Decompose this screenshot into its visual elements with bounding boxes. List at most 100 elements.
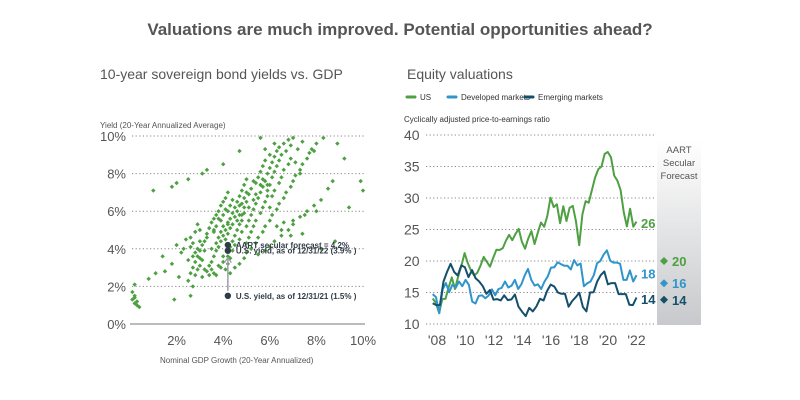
line-chart-title: Equity valuations (407, 66, 513, 82)
scatter-point (186, 278, 191, 283)
scatter-point (230, 210, 235, 216)
scatter-point (232, 233, 238, 238)
scatter-point (276, 145, 282, 150)
scatter-point (272, 141, 277, 146)
scatter-point (304, 209, 310, 214)
scatter-point (169, 184, 175, 189)
scatter-point (274, 163, 279, 169)
scatter-point (314, 209, 319, 214)
scatter-point (332, 239, 338, 244)
line-y-tick: 35 (404, 159, 420, 175)
scatter-point (241, 210, 247, 216)
line-x-tick: '16 (542, 332, 560, 348)
line-x-tick: '20 (599, 332, 617, 348)
scatter-point (204, 231, 210, 236)
scatter-point (200, 257, 205, 263)
scatter-point (239, 218, 245, 223)
scatter-point (174, 180, 179, 186)
scatter-point (241, 195, 247, 201)
scatter-point (267, 165, 272, 171)
scatter-point (132, 295, 137, 300)
scatter-point (202, 239, 207, 244)
scatter-point (262, 248, 268, 253)
scatter-point (221, 224, 226, 229)
scatter-point (255, 252, 261, 257)
scatter-point (265, 193, 270, 199)
scatter-point (181, 246, 186, 251)
scatter-point (281, 141, 286, 146)
page-title: Valuations are much improved. Potential … (147, 20, 653, 39)
scatter-point (258, 210, 263, 216)
scatter-point (251, 178, 256, 184)
scatter-point (216, 263, 221, 268)
scatter-x-tick: 10% (350, 333, 376, 348)
scatter-point (179, 250, 184, 255)
scatter-point (258, 190, 263, 195)
scatter-point (318, 246, 324, 251)
scatter-point (290, 135, 296, 141)
scatter-point (162, 269, 168, 274)
scatter-point (223, 267, 228, 272)
scatter-point (232, 214, 238, 220)
scatter-point (290, 218, 296, 223)
scatter-point (193, 272, 198, 278)
scatter-point (209, 259, 214, 265)
line-x-tick: '14 (513, 332, 531, 348)
scatter-point (174, 242, 179, 248)
scatter-point (204, 235, 210, 240)
scatter-point (234, 227, 240, 233)
scatter-point (342, 156, 347, 161)
scatter-point (239, 188, 245, 193)
scatter-point (239, 201, 245, 206)
scatter-point (318, 197, 324, 203)
scatter-point (202, 267, 207, 272)
annotation-marker (224, 241, 232, 249)
scatter-point (188, 235, 193, 240)
scatter-point (195, 246, 200, 251)
scatter-point (286, 162, 291, 167)
forecast-marker-developed (660, 279, 668, 288)
scatter-y-tick: 8% (107, 167, 126, 182)
scatter-point (267, 218, 272, 223)
scatter-point (281, 167, 286, 173)
scatter-point (227, 216, 233, 221)
scatter-point (244, 199, 249, 204)
scatter-point (241, 256, 247, 261)
scatter-point (307, 150, 312, 156)
legend-label-developed: Developed markets (461, 93, 530, 102)
scatter-x-axis-label: Nominal GDP Growth (20-Year Annualized) (160, 356, 314, 365)
scatter-point (260, 177, 266, 182)
scatter-point (290, 178, 296, 184)
scatter-point (237, 222, 242, 227)
scatter-point (251, 207, 256, 212)
scatter-point (251, 197, 256, 203)
scatter-point (248, 186, 254, 191)
scatter-point (251, 224, 256, 229)
forecast-marker-emerging (660, 295, 668, 304)
scatter-point (225, 190, 231, 195)
scatter-point (286, 137, 291, 142)
scatter-y-tick: 6% (107, 204, 126, 219)
scatter-point (216, 216, 221, 221)
scatter-x-tick: 4% (214, 333, 233, 348)
scatter-point (360, 188, 366, 193)
end-label-developed: 18 (641, 267, 655, 282)
scatter-point (221, 212, 226, 218)
scatter-point (132, 282, 137, 287)
scatter-point (186, 257, 191, 263)
scatter-point (265, 182, 270, 188)
line-x-tick: '22 (627, 332, 645, 348)
scatter-point (239, 212, 245, 218)
scatter-point (325, 186, 331, 191)
scatter-point (288, 233, 293, 238)
scatter-point (244, 240, 249, 246)
scatter-point (279, 152, 284, 157)
scatter-point (209, 220, 214, 225)
forecast-panel-title: AART (666, 145, 691, 156)
annotation-label: U.S. yield, as of 12/31/22 (3.9% ) (236, 247, 357, 256)
line-y-axis-label: Cyclically adjusted price-to-earnings ra… (404, 115, 550, 124)
scatter-point (314, 141, 319, 146)
scatter-point (211, 254, 217, 259)
scatter-point (248, 229, 254, 235)
scatter-point (258, 169, 263, 174)
